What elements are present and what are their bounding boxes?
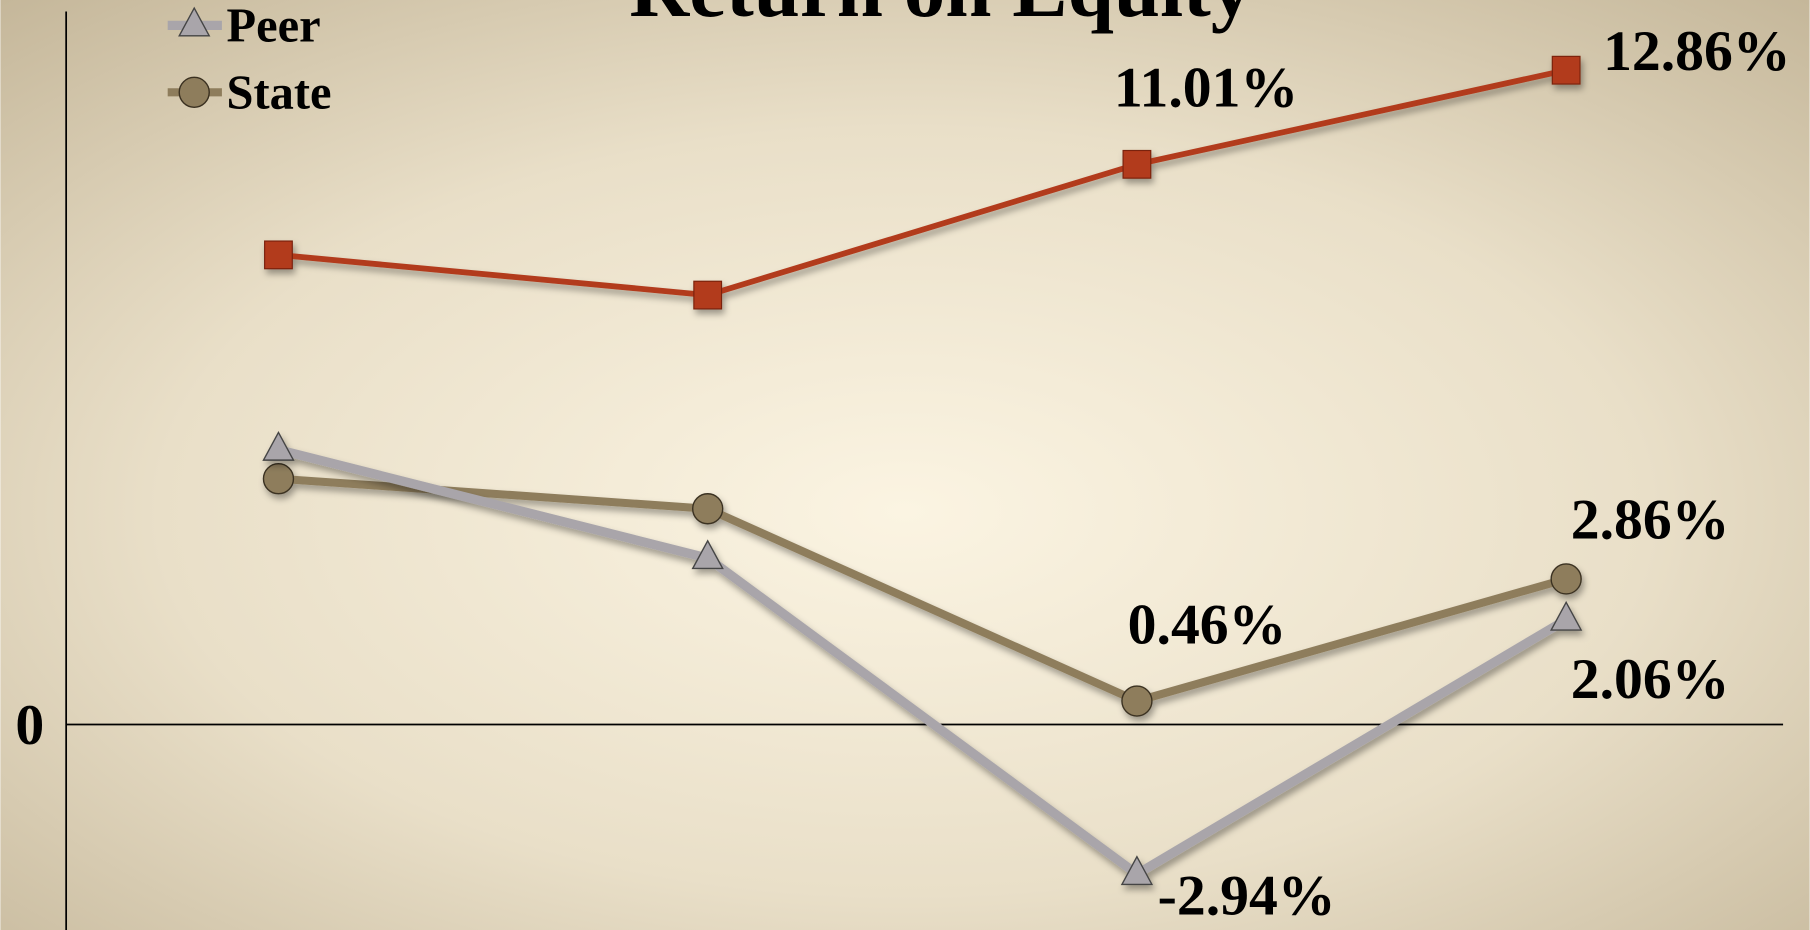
data-label: 2.06% [1571,648,1730,711]
line [278,67,1567,298]
marker [691,539,724,570]
marker [1550,563,1582,595]
marker [1122,149,1152,179]
marker [1549,600,1583,631]
line [278,474,1568,706]
marker [1551,55,1581,85]
legend-marker [178,76,210,108]
y-tick-label: 0 [15,694,44,757]
series [262,430,1583,886]
data-label: 11.01% [1114,57,1298,120]
marker [262,463,295,495]
marker [264,240,293,270]
marker [693,280,723,310]
marker [692,493,724,525]
series [264,55,1581,310]
data-label: 0.46% [1128,593,1287,656]
data-label: 12.86% [1603,20,1790,83]
marker [1120,855,1154,886]
series [262,463,1582,717]
chart-title: Return on Equity [629,0,1252,34]
marker [1121,685,1153,717]
line [277,445,1569,879]
marker [262,430,295,461]
legend-label: Peer [227,0,321,53]
data-label: 2.86% [1571,489,1730,552]
legend-label: State [227,66,332,119]
legend-marker [178,6,211,37]
data-label: -2.94% [1158,864,1336,927]
